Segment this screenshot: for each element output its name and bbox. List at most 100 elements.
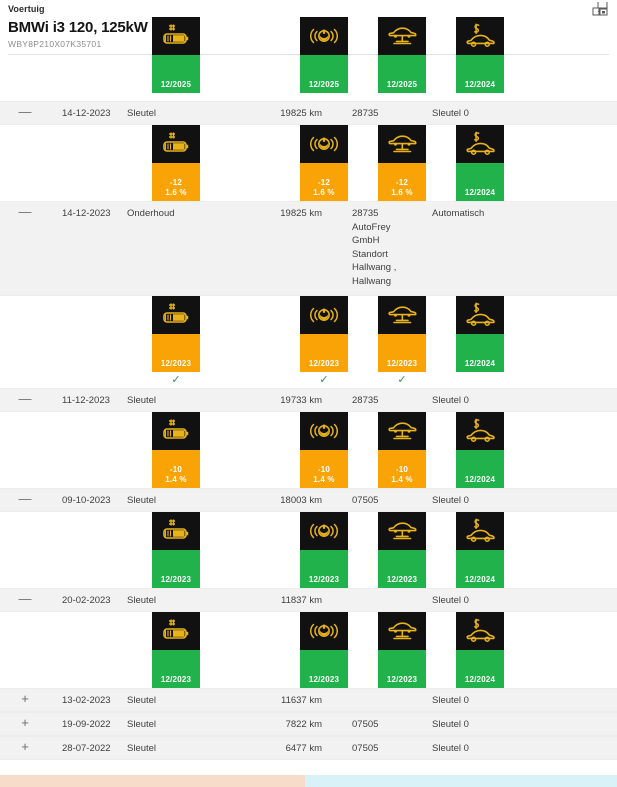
brake-fluid-icon xyxy=(300,612,348,650)
status-badge[interactable]: 12/2023 xyxy=(378,512,426,588)
status-badge[interactable]: 12/2023 xyxy=(300,612,348,688)
badge-value-line1: 12/2024 xyxy=(464,674,496,684)
row-mileage: 19825 km xyxy=(280,108,322,119)
legal-inspection-icon xyxy=(456,17,504,55)
brake-fluid-icon xyxy=(300,512,348,550)
badge-check-icon: ✓ xyxy=(171,373,181,386)
badge-value: 12/2023 xyxy=(300,550,348,588)
row-mileage: 19825 km xyxy=(280,208,322,219)
badge-value: 12/2024 xyxy=(456,650,504,688)
row-source: Sleutel 0 xyxy=(432,719,469,730)
status-badge[interactable]: 12/2024 xyxy=(456,125,504,201)
badge-value-line1: 12/2023 xyxy=(386,358,418,368)
row-type: Sleutel xyxy=(127,395,157,406)
row-expander-toggle[interactable]: — xyxy=(18,591,32,606)
brake-fluid-icon xyxy=(300,296,348,334)
row-mileage: 11837 km xyxy=(280,595,322,606)
table-row[interactable]: +19-09-2022 Sleutel 7822 km 07505 Sleutel 0 xyxy=(0,712,617,736)
status-badge[interactable]: -10 1.4 % xyxy=(152,412,200,488)
row-expander-toggle[interactable]: + xyxy=(21,715,29,730)
row-source: Sleutel 0 xyxy=(432,395,469,406)
row-code: 28735 AutoFrey GmbH Standort Hallwang , … xyxy=(352,208,397,287)
badge-value-line1: 12/2025 xyxy=(160,79,192,89)
table-row[interactable]: +13-02-2023 Sleutel 11637 km Sleutel 0 xyxy=(0,688,617,712)
status-badge[interactable]: 12/2023 xyxy=(152,612,200,688)
vehicle-service-lift-icon xyxy=(378,296,426,334)
row-source: Sleutel 0 xyxy=(432,743,469,754)
brake-fluid-icon xyxy=(300,125,348,163)
badge-check-icon: ✓ xyxy=(397,373,407,386)
badge-value-line1: -12 xyxy=(169,178,183,187)
row-expander-toggle[interactable]: — xyxy=(18,391,32,406)
status-badge[interactable]: 12/2023 ✓ xyxy=(300,296,348,388)
row-type: Sleutel xyxy=(127,595,157,606)
status-badge[interactable]: 12/2023 xyxy=(152,512,200,588)
row-code: 07505 xyxy=(352,743,379,754)
page-layout-icon[interactable] xyxy=(591,2,609,24)
badge-value-line1: -10 xyxy=(395,465,409,474)
status-badge[interactable]: -12 1.6 % xyxy=(152,125,200,201)
badge-value: -10 1.4 % xyxy=(152,450,200,488)
badge-value: 12/2024 xyxy=(456,334,504,372)
table-row[interactable]: — 14-12-2023 Onderhoud 19825 km 28735 AutoFr… xyxy=(0,201,617,296)
row-mileage: 6477 km xyxy=(285,743,322,754)
status-badge[interactable]: 12/2025 xyxy=(378,17,426,93)
row-expander-toggle[interactable]: + xyxy=(21,691,29,706)
badge-value-line2: 1.4 % xyxy=(165,474,187,484)
row-expander-toggle[interactable]: — xyxy=(18,491,32,506)
row-source: Sleutel 0 xyxy=(432,495,469,506)
row-expander-toggle[interactable]: + xyxy=(21,739,29,754)
breadcrumb[interactable]: Voertuig xyxy=(8,4,45,14)
badge-value: 12/2025 xyxy=(152,55,200,93)
row-type: Sleutel xyxy=(127,695,157,706)
badge-strip-row: -10 1.4 % -10 1.4 % -10 1.4 % xyxy=(0,412,617,488)
table-row[interactable]: — 09-10-2023 Sleutel 18003 km 07505 Sleutel 0 xyxy=(0,488,617,512)
row-expander-toggle[interactable]: — xyxy=(18,204,32,219)
status-badge[interactable]: 12/2024 xyxy=(456,296,504,388)
badge-value-line1: 12/2023 xyxy=(308,358,340,368)
status-badge[interactable]: 12/2023 xyxy=(300,512,348,588)
row-source: Sleutel 0 xyxy=(432,695,469,706)
table-row[interactable]: +28-07-2022 Sleutel 6477 km 07505 Sleutel 0 xyxy=(0,736,617,760)
badge-value-line1: 12/2023 xyxy=(308,674,340,684)
status-badge[interactable]: -12 1.6 % xyxy=(378,125,426,201)
badge-value: 12/2023 xyxy=(300,334,348,372)
row-date: 11-12-2023 xyxy=(62,395,110,406)
status-badge[interactable]: 12/2023 ✓ xyxy=(152,296,200,388)
badge-check-icon: ✓ xyxy=(319,373,329,386)
badge-value: 12/2023 xyxy=(152,650,200,688)
status-badge[interactable]: 12/2025 xyxy=(300,17,348,93)
row-source: Automatisch xyxy=(432,208,485,219)
row-mileage: 18003 km xyxy=(280,495,322,506)
badge-value: -10 1.4 % xyxy=(300,450,348,488)
status-badge[interactable]: -10 1.4 % xyxy=(300,412,348,488)
status-badge[interactable]: -10 1.4 % xyxy=(378,412,426,488)
row-type: Onderhoud xyxy=(127,208,175,219)
status-badge[interactable]: 12/2023 ✓ xyxy=(378,296,426,388)
status-badge[interactable]: -12 1.6 % xyxy=(300,125,348,201)
row-expander-toggle[interactable]: — xyxy=(18,104,32,119)
badge-value-line1: -10 xyxy=(317,465,331,474)
badge-value-line1: 12/2023 xyxy=(160,674,192,684)
table-row[interactable]: — 20-02-2023 Sleutel 11837 km Sleutel 0 xyxy=(0,588,617,612)
status-badge[interactable]: 12/2024 xyxy=(456,512,504,588)
table-row[interactable]: — 11-12-2023 Sleutel 19733 km 28735 Sleutel 0 xyxy=(0,388,617,412)
vehicle-service-lift-icon xyxy=(378,612,426,650)
legal-inspection-icon xyxy=(456,612,504,650)
status-badge[interactable]: 12/2024 xyxy=(456,412,504,488)
table-row[interactable]: — 14-12-2023 Sleutel 19825 km 28735 Sleutel 0 xyxy=(0,101,617,125)
status-badge[interactable]: 12/2025 xyxy=(152,17,200,93)
status-badge[interactable]: 12/2024 xyxy=(456,612,504,688)
badge-value: 12/2024 xyxy=(456,450,504,488)
status-badge[interactable]: 12/2023 xyxy=(378,612,426,688)
badge-value-line1: 12/2025 xyxy=(386,79,418,89)
bottom-strip-left xyxy=(0,775,305,787)
row-mileage: 7822 km xyxy=(285,719,322,730)
bottom-strip-right xyxy=(305,775,617,787)
badge-value-line1: -10 xyxy=(169,465,183,474)
legal-inspection-icon xyxy=(456,512,504,550)
badge-value: 12/2024 xyxy=(456,55,504,93)
badge-value-line1: 12/2023 xyxy=(160,358,192,368)
status-badge[interactable]: 12/2024 xyxy=(456,17,504,93)
